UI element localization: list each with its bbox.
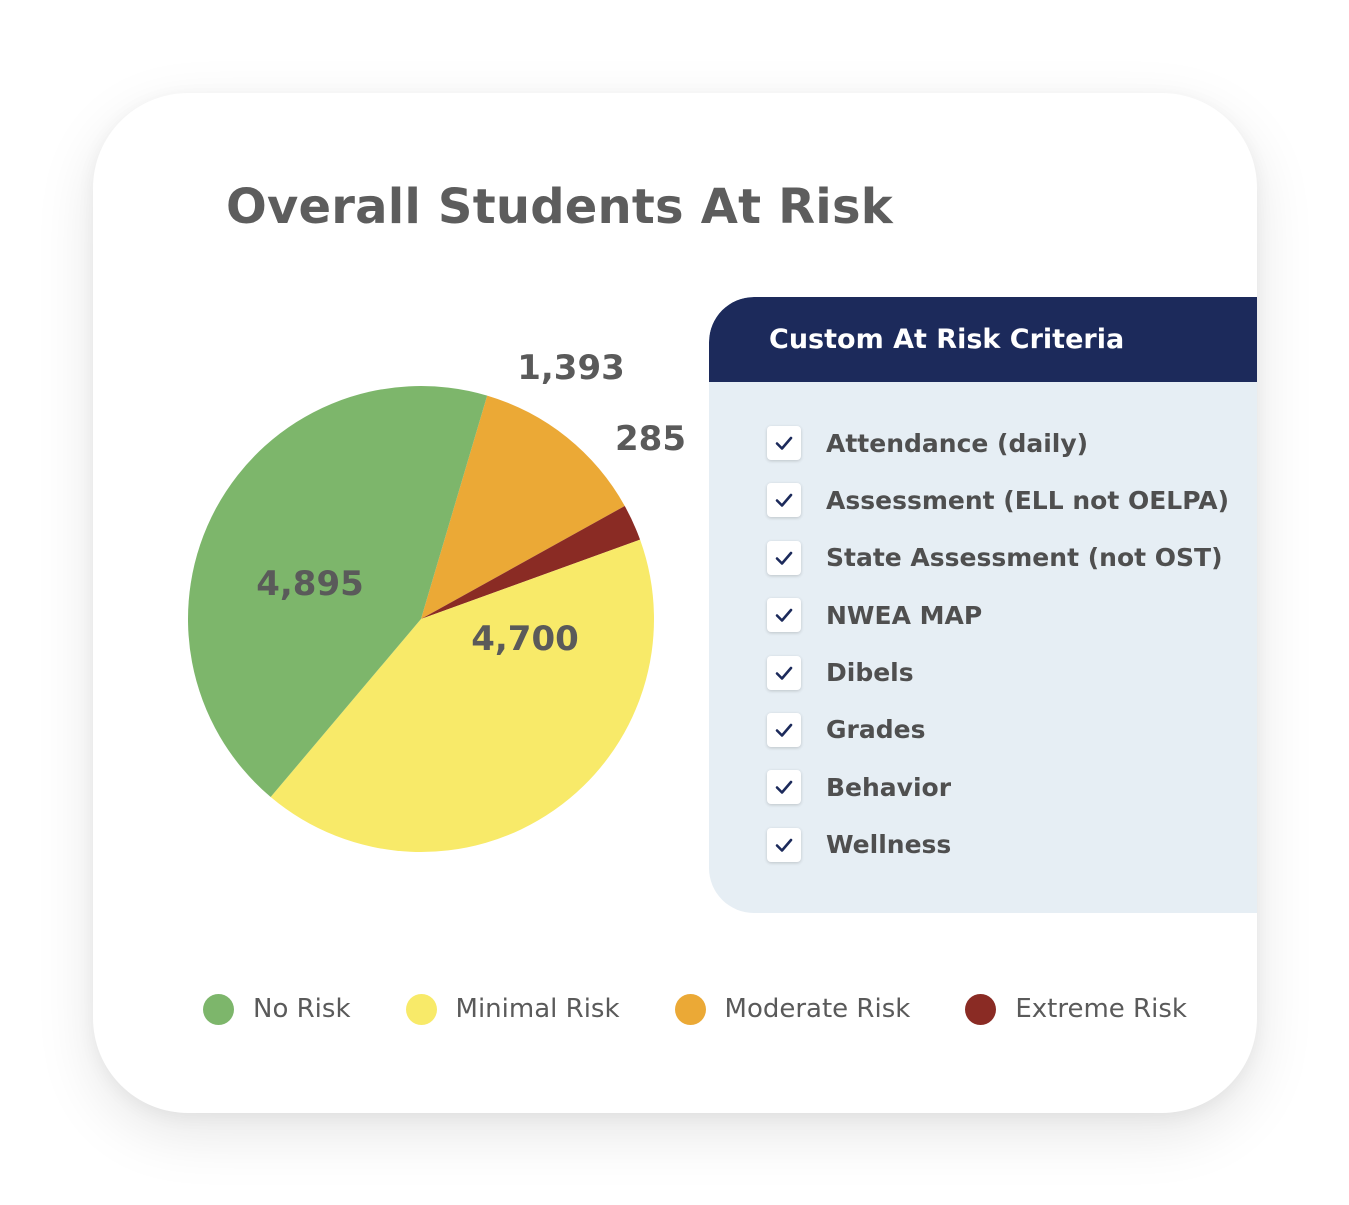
criteria-label: Assessment (ELL not OELPA) — [826, 485, 1230, 515]
data-label-minimal-risk: 4,700 — [471, 619, 579, 659]
criteria-item: Wellness — [767, 827, 1229, 863]
criteria-panel: Custom At Risk Criteria Attendance (dail… — [709, 297, 1257, 913]
checkmark-icon — [775, 608, 793, 622]
criteria-label: Attendance (daily) — [826, 428, 1089, 458]
criteria-title: Custom At Risk Criteria — [769, 324, 1125, 355]
legend-swatch — [203, 993, 234, 1025]
checkbox[interactable] — [767, 712, 801, 747]
chart-card: Overall Students At Risk 4,895 4,700 1,393… — [93, 93, 1257, 1113]
checkbox[interactable] — [767, 655, 801, 690]
criteria-label: State Assessment (not OST) — [826, 543, 1223, 573]
pie-slice-extreme-risk — [421, 505, 641, 619]
criteria-item: Behavior — [767, 769, 1229, 805]
criteria-list: Attendance (daily) Assessment (ELL not OE… — [767, 425, 1229, 884]
checkbox[interactable] — [767, 827, 801, 862]
pie-slice-minimal-risk — [270, 539, 655, 853]
criteria-label: Behavior — [826, 772, 952, 802]
checkmark-icon — [775, 551, 793, 565]
chart-legend: No Risk Minimal Risk Moderate Risk Extreme … — [203, 989, 1242, 1029]
legend-item-minimal-risk: Minimal Risk — [405, 993, 620, 1025]
checkmark-icon — [775, 436, 793, 450]
pie-chart: 4,895 4,700 1,393 285 — [187, 348, 686, 853]
criteria-item: State Assessment (not OST) — [767, 540, 1229, 576]
criteria-label: Wellness — [826, 830, 952, 860]
criteria-header: Custom At Risk Criteria — [709, 297, 1257, 382]
criteria-item: Grades — [767, 712, 1229, 748]
legend-item-extreme-risk: Extreme Risk — [965, 993, 1187, 1025]
checkmark-icon — [775, 781, 793, 795]
legend-item-moderate-risk: Moderate Risk — [674, 993, 911, 1025]
pie-slice-moderate-risk — [421, 395, 625, 619]
checkbox[interactable] — [767, 540, 801, 575]
legend-label: Minimal Risk — [455, 994, 620, 1024]
chart-title: Overall Students At Risk — [226, 179, 893, 235]
legend-label: Extreme Risk — [1015, 994, 1187, 1024]
criteria-label: Grades — [826, 715, 926, 745]
data-label-no-risk: 4,895 — [256, 564, 364, 604]
criteria-item: Attendance (daily) — [767, 425, 1229, 461]
criteria-label: Dibels — [826, 658, 914, 688]
legend-swatch — [965, 993, 997, 1025]
checkmark-icon — [775, 494, 793, 508]
checkbox[interactable] — [767, 426, 801, 460]
checkbox[interactable] — [767, 598, 801, 633]
checkmark-icon — [775, 666, 793, 680]
checkbox[interactable] — [767, 483, 801, 518]
checkmark-icon — [775, 723, 793, 737]
data-label-moderate-risk: 1,393 — [517, 348, 625, 388]
criteria-item: NWEA MAP — [767, 597, 1229, 633]
data-label-extreme-risk: 285 — [615, 419, 686, 459]
criteria-label: NWEA MAP — [826, 600, 983, 630]
checkmark-icon — [775, 838, 793, 852]
legend-swatch — [405, 993, 437, 1025]
criteria-item: Assessment (ELL not OELPA) — [767, 482, 1229, 518]
legend-label: No Risk — [253, 994, 351, 1024]
legend-swatch — [674, 993, 706, 1025]
checkbox[interactable] — [767, 770, 801, 805]
legend-label: Moderate Risk — [724, 994, 911, 1024]
pie-slice-no-risk — [187, 385, 488, 798]
criteria-item: Dibels — [767, 655, 1229, 691]
legend-item-no-risk: No Risk — [203, 993, 351, 1025]
